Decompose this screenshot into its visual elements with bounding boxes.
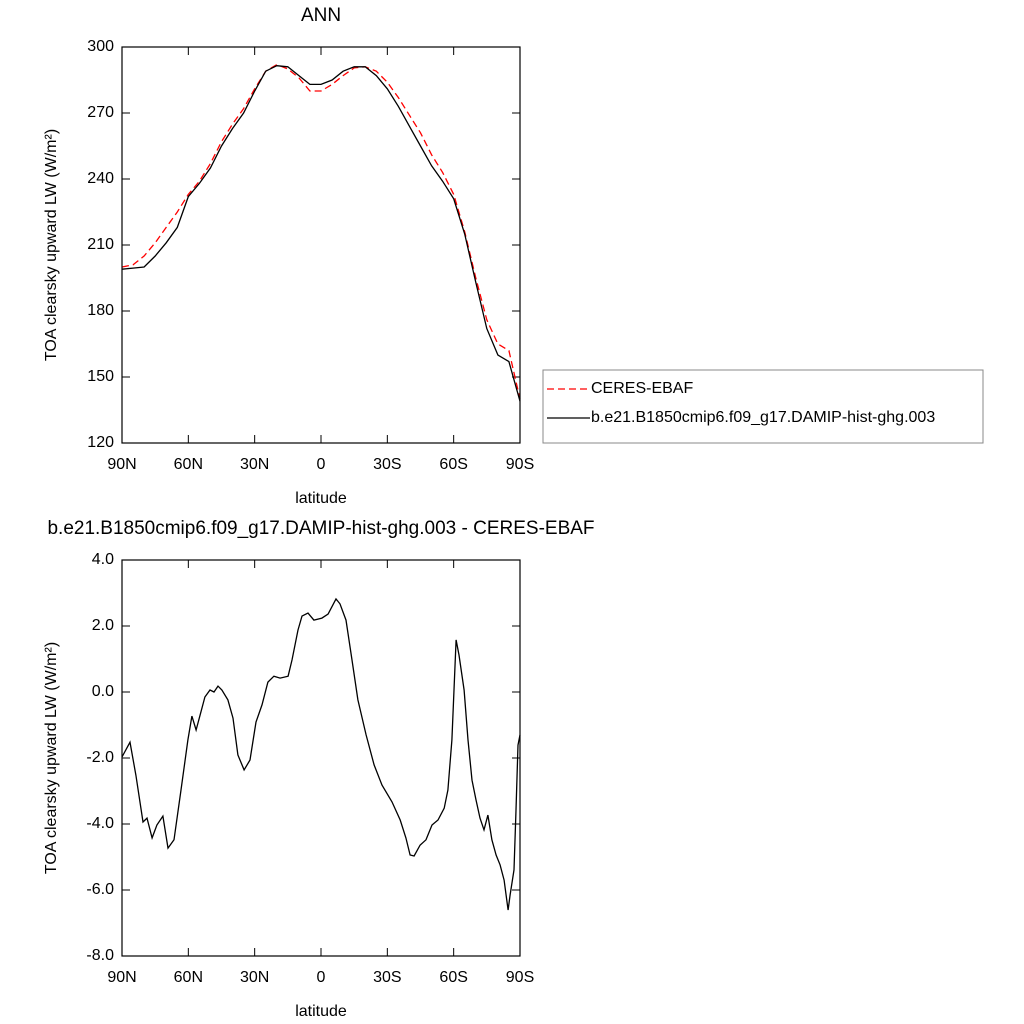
x-tick-label: 0 <box>317 969 326 986</box>
legend-label: CERES-EBAF <box>591 380 693 397</box>
data-line <box>121 63 521 400</box>
x-tick-label: 90S <box>506 969 534 986</box>
y-tick-label: 150 <box>87 368 114 385</box>
y-tick-label: 2.0 <box>92 617 114 634</box>
y-tick-label: 120 <box>87 434 114 451</box>
y-tick-label: 270 <box>87 104 114 121</box>
data-line <box>121 597 521 911</box>
y-tick-label: 300 <box>87 38 114 55</box>
x-tick-label: 60N <box>174 969 203 986</box>
data-line <box>121 65 521 402</box>
x-tick-label: 60N <box>174 456 203 473</box>
x-tick-label: 90S <box>506 456 534 473</box>
y-tick-label: 210 <box>87 236 114 253</box>
legend-label: b.e21.B1850cmip6.f09_g17.DAMIP-hist-ghg.… <box>591 409 935 426</box>
x-axis-label: latitude <box>295 1003 347 1020</box>
x-tick-label: 30N <box>240 456 269 473</box>
y-tick-label: -4.0 <box>86 815 114 832</box>
x-tick-label: 60S <box>439 456 467 473</box>
y-axis-label: TOA clearsky upward LW (W/m²) <box>43 129 60 361</box>
y-axis-label: TOA clearsky upward LW (W/m²) <box>43 642 60 874</box>
y-tick-label: -6.0 <box>86 881 114 898</box>
y-tick-label: 240 <box>87 170 114 187</box>
x-axis-label: latitude <box>295 490 347 507</box>
y-tick-label: -2.0 <box>86 749 114 766</box>
x-tick-label: 90N <box>107 969 136 986</box>
x-tick-label: 60S <box>439 969 467 986</box>
x-tick-label: 30S <box>373 456 401 473</box>
plot-frame <box>121 559 521 957</box>
x-tick-label: 0 <box>317 456 326 473</box>
x-tick-label: 30N <box>240 969 269 986</box>
y-tick-label: 0.0 <box>92 683 114 700</box>
chart-title: ANN <box>301 5 341 26</box>
y-tick-label: 180 <box>87 302 114 319</box>
x-tick-label: 30S <box>373 969 401 986</box>
y-tick-label: 4.0 <box>92 551 114 568</box>
y-tick-label: -8.0 <box>86 947 114 964</box>
x-tick-label: 90N <box>107 456 136 473</box>
chart-title: b.e21.B1850cmip6.f09_g17.DAMIP-hist-ghg.… <box>47 518 594 539</box>
legend-box <box>542 369 984 444</box>
plot-frame <box>121 46 521 444</box>
